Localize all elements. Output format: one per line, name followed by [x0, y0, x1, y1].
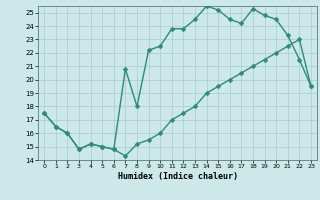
X-axis label: Humidex (Indice chaleur): Humidex (Indice chaleur): [118, 172, 238, 181]
